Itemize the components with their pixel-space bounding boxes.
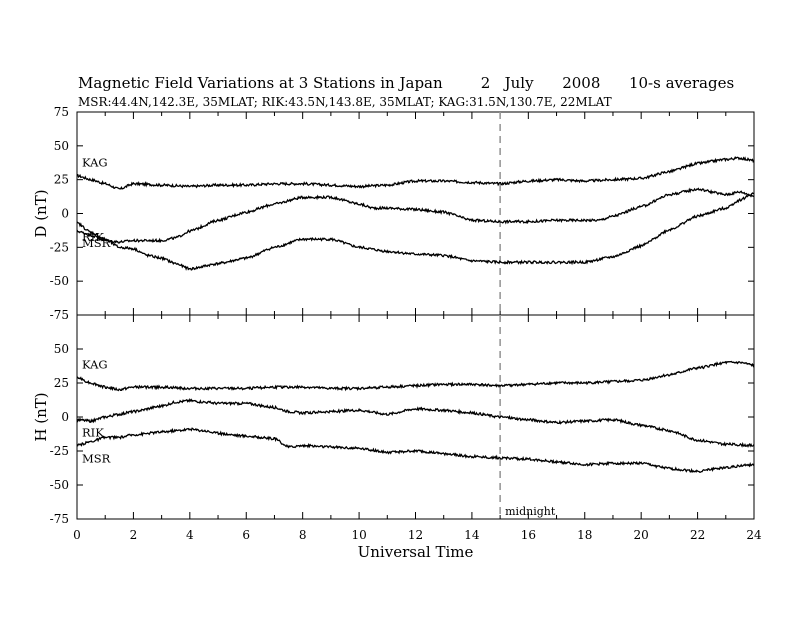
- x-tick-label: 20: [634, 528, 649, 542]
- d-y-tick-label: 0: [61, 207, 69, 221]
- d-y-tick-label: 75: [54, 105, 69, 119]
- d-series-rik-line: [76, 192, 755, 271]
- d-y-axis-title: D (nT): [32, 189, 50, 237]
- h-y-tick-label: 50: [54, 342, 69, 356]
- d-y-tick-label: -75: [50, 308, 69, 322]
- x-tick-label: 4: [186, 528, 194, 542]
- h-y-tick-label: -50: [50, 478, 69, 492]
- d-series-label-rik: RIK: [82, 230, 104, 244]
- x-tick-label: 8: [299, 528, 307, 542]
- h-series-label-msr: MSR: [82, 452, 111, 466]
- h-series-label-rik: RIK: [82, 426, 104, 440]
- h-y-tick-label: 0: [61, 410, 69, 424]
- d-y-tick-label: 25: [54, 173, 69, 187]
- d-series-label-kag: KAG: [82, 156, 108, 170]
- d-y-tick-label: -50: [50, 274, 69, 288]
- x-tick-label: 12: [408, 528, 423, 542]
- x-tick-label: 22: [690, 528, 705, 542]
- x-tick-label: 24: [746, 528, 762, 542]
- h-y-tick-label: -25: [50, 444, 69, 458]
- h-y-tick-label: 25: [54, 376, 69, 390]
- x-tick-label: 0: [73, 528, 81, 542]
- x-tick-label: 10: [351, 528, 366, 542]
- d-series-kag-line: [77, 156, 755, 190]
- x-tick-label: 18: [577, 528, 592, 542]
- x-tick-label: 14: [464, 528, 480, 542]
- h-series-label-kag: KAG: [82, 358, 108, 372]
- d-panel-frame: [76, 111, 755, 316]
- d-y-tick-label: -25: [50, 240, 69, 254]
- d-series-msr-line: [76, 187, 755, 244]
- x-tick-label: 6: [242, 528, 250, 542]
- h-series-msr-line: [76, 427, 755, 474]
- h-y-axis-title: H (nT): [32, 392, 50, 441]
- x-tick-label: 16: [521, 528, 536, 542]
- h-series-rik-line: [76, 398, 755, 448]
- chart-subtitle: MSR:44.4N,142.3E, 35MLAT; RIK:43.5N,143.…: [78, 95, 612, 109]
- d-y-tick-label: 50: [54, 139, 69, 153]
- chart-title: Magnetic Field Variations at 3 Stations …: [78, 74, 734, 92]
- h-panel-frame: [76, 314, 755, 520]
- x-axis-title: Universal Time: [358, 543, 474, 561]
- x-tick-label: 2: [130, 528, 138, 542]
- midnight-label: midnight: [505, 505, 556, 518]
- h-series-kag-line: [76, 360, 755, 392]
- h-y-tick-label: -75: [50, 512, 69, 526]
